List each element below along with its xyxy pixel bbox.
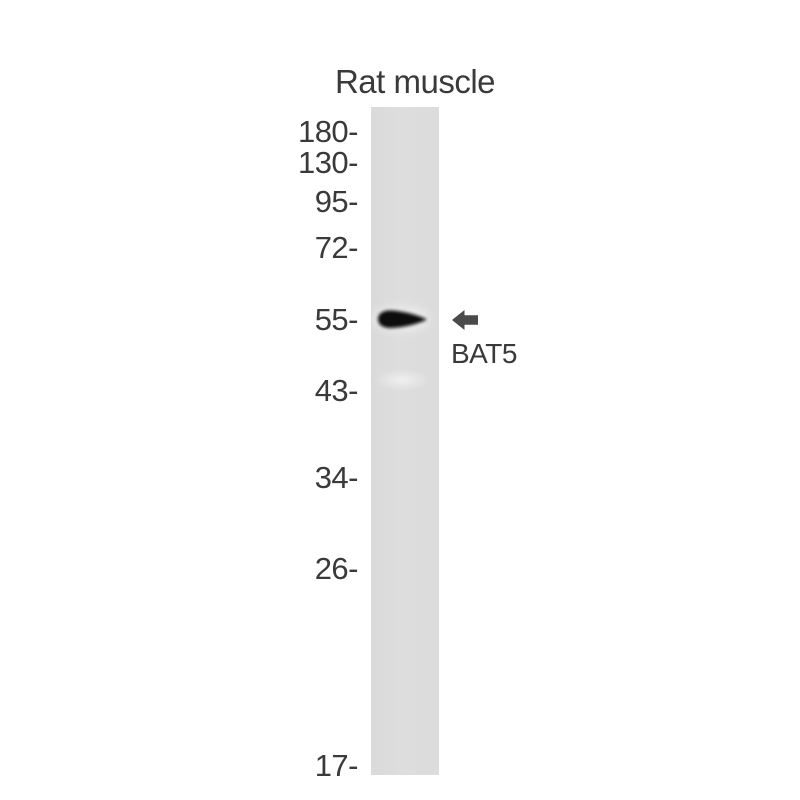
figure-title: Rat muscle bbox=[334, 63, 496, 100]
mw-marker-26: 26- bbox=[314, 551, 359, 586]
faint-smear-43 bbox=[371, 365, 439, 395]
blot-lane bbox=[371, 107, 439, 775]
mw-marker-labels: 180- 130- 95- 72- 55- 43- 34- 26- 17- bbox=[0, 0, 359, 800]
mw-marker-72: 72- bbox=[314, 230, 359, 265]
band-label: BAT5 bbox=[451, 338, 517, 369]
mw-marker-55: 55- bbox=[314, 302, 359, 337]
mw-marker-34: 34- bbox=[314, 460, 359, 495]
mw-marker-17: 17- bbox=[314, 748, 359, 783]
band-left-arrow-icon bbox=[452, 310, 478, 330]
mw-marker-130: 130- bbox=[297, 145, 359, 180]
mw-marker-95: 95- bbox=[314, 184, 359, 219]
mw-marker-180: 180- bbox=[297, 114, 359, 149]
mw-marker-43: 43- bbox=[314, 373, 359, 408]
protein-band bbox=[372, 305, 430, 333]
